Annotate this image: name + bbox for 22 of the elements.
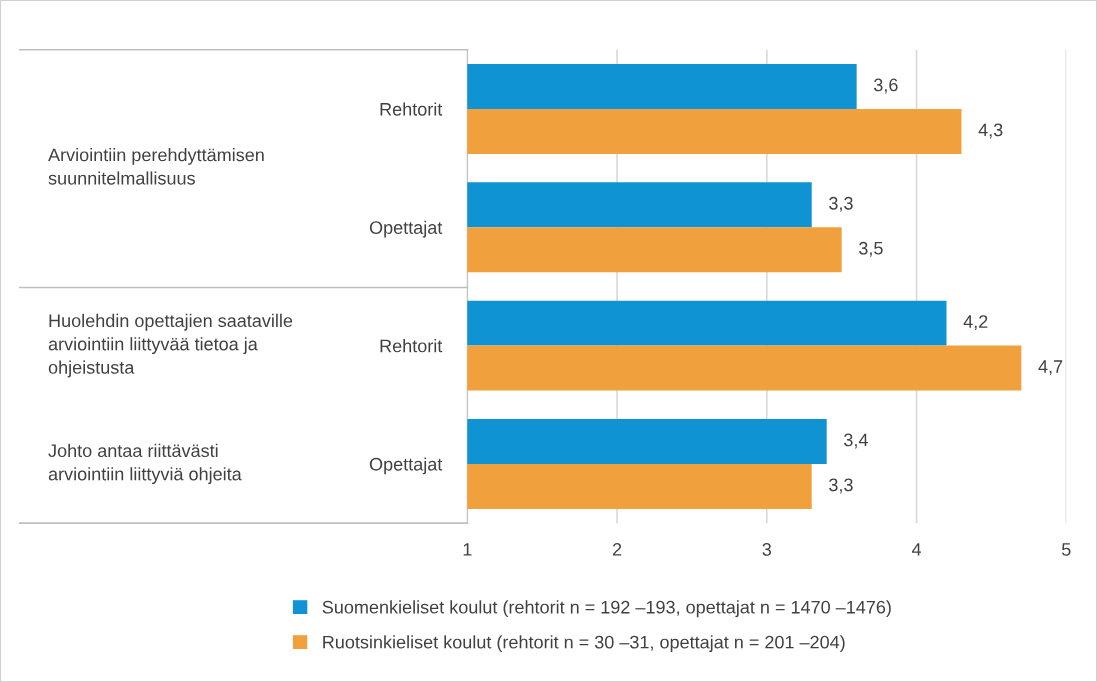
y-tick-label: Rehtorit bbox=[380, 102, 443, 116]
text: Huolehdin opettajien saataville arviointiin liittyvää tietoa ja ohjeistusta bbox=[48, 313, 293, 378]
data-label: 3,3 bbox=[829, 478, 853, 494]
data-label: 3,3 bbox=[829, 196, 853, 212]
y-tick-label: Opettajat bbox=[369, 457, 443, 475]
x-tick-label: 3 bbox=[762, 543, 772, 556]
legend-label: Ruotsinkieliset koulut (rehtorit n = 30 –31, opettajat n = 201 –204) bbox=[323, 635, 845, 653]
data-label: 4,7 bbox=[1038, 360, 1063, 376]
text: Johto antaa riittävästi arviointiin liittyviä ohjeita bbox=[48, 443, 242, 485]
y-tick-label: Opettajat bbox=[369, 220, 443, 238]
data-label: 4,3 bbox=[978, 123, 1003, 139]
data-label: 3,4 bbox=[844, 433, 868, 449]
x-tick-label: 1 bbox=[463, 543, 472, 556]
data-label: 4,2 bbox=[963, 315, 988, 331]
y-tick-label: Rehtorit bbox=[380, 339, 443, 353]
data-label: 3,6 bbox=[874, 78, 898, 94]
data-label: 3,5 bbox=[859, 241, 883, 257]
legend-label: Suomenkieliset koulut (rehtorit n = 192 –193, opettajat n = 1470 –1476) bbox=[322, 600, 891, 618]
x-tick-label: 2 bbox=[612, 543, 622, 556]
x-tick-label: 4 bbox=[911, 543, 922, 556]
x-tick-label: 5 bbox=[1061, 543, 1071, 556]
text: Arviointiin perehdyttämisen suunnitelmallisuus bbox=[48, 148, 264, 185]
